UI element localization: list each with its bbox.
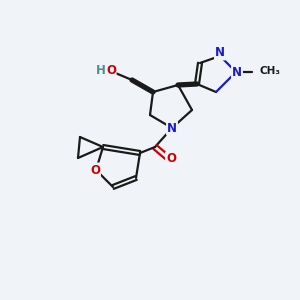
Text: O: O bbox=[90, 164, 100, 176]
Text: CH₃: CH₃ bbox=[260, 66, 281, 76]
Text: N: N bbox=[232, 65, 242, 79]
Text: O: O bbox=[106, 64, 116, 76]
Text: N: N bbox=[167, 122, 177, 134]
Text: N: N bbox=[215, 46, 225, 59]
Text: H: H bbox=[96, 64, 106, 76]
Text: O: O bbox=[166, 152, 176, 166]
